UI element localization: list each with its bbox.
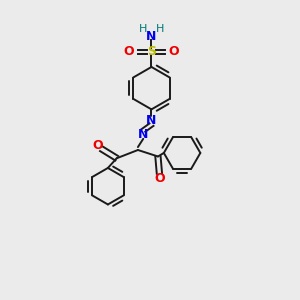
Text: O: O	[169, 45, 179, 58]
Text: H: H	[155, 24, 164, 34]
Text: S: S	[147, 45, 156, 58]
Text: O: O	[93, 140, 103, 152]
Text: H: H	[139, 24, 147, 34]
Text: N: N	[138, 128, 148, 141]
Text: O: O	[154, 172, 165, 185]
Text: N: N	[146, 30, 157, 43]
Text: N: N	[146, 114, 157, 127]
Text: O: O	[124, 45, 134, 58]
